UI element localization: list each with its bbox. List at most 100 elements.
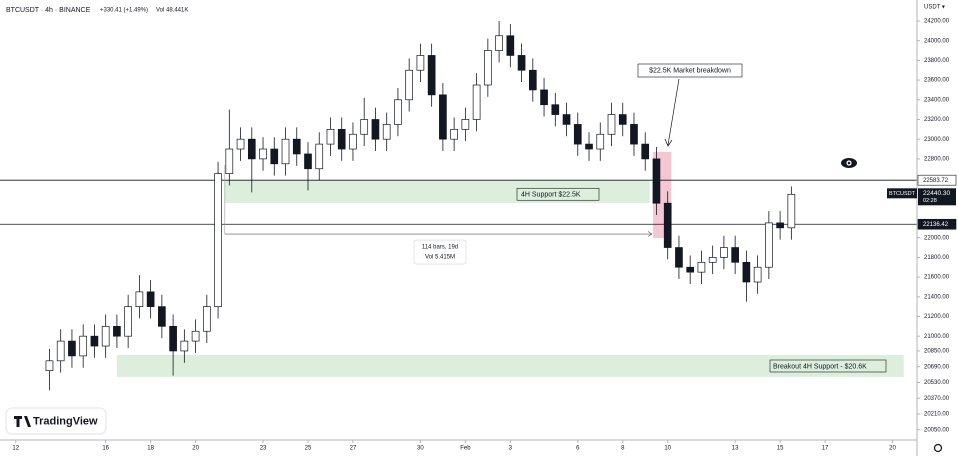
candle-body: [349, 133, 357, 150]
candle-body: [146, 291, 155, 307]
candle-body: [360, 119, 369, 135]
volume: Vol 48.441K: [156, 8, 188, 14]
candle-body: [394, 99, 402, 125]
candle-body: [630, 124, 638, 145]
x-tick-label: 13: [732, 446, 739, 452]
y-tick-label: 22000.00: [924, 235, 950, 241]
last-price-tag: [887, 188, 917, 199]
candle-body: [124, 306, 132, 337]
candle-body: [742, 261, 751, 283]
y-tick-label: 20370.00: [924, 396, 950, 402]
candle-body: [247, 138, 256, 160]
symbol-title: BTCUSDT · 4h · BINANCE: [6, 7, 91, 14]
y-tick-label: 21400.00: [924, 294, 950, 300]
candle-body: [79, 335, 88, 357]
support-zone: [116, 354, 904, 377]
y-tick-label: 20530.00: [924, 380, 950, 386]
x-tick-label: 27: [350, 446, 357, 452]
candle-body: [618, 114, 627, 125]
y-tick-label: 21000.00: [924, 334, 950, 340]
currency-menu[interactable]: USDT ▾: [924, 5, 945, 11]
candle-body: [191, 330, 200, 342]
candle-body: [573, 124, 582, 145]
zone-label: 4H Support $22.5K: [521, 192, 581, 199]
y-tick-label: 20690.00: [924, 364, 950, 370]
y-tick-label: 21600.00: [924, 275, 950, 281]
y-tick-label: 20850.00: [924, 349, 950, 355]
measure-bars: 114 bars, 19d: [422, 245, 458, 251]
candle-body: [528, 69, 537, 91]
x-tick-label: 30: [417, 446, 424, 452]
last-price-symbol: BTCUSDT: [889, 191, 916, 197]
candle-body: [135, 291, 144, 307]
x-tick-label: 10: [664, 446, 671, 452]
y-tick-label: 23600.00: [924, 78, 950, 84]
x-tick-label: 12: [12, 446, 19, 452]
candle-body: [304, 153, 312, 170]
y-tick-label: 20050.00: [924, 427, 950, 433]
candle-body: [326, 128, 335, 145]
x-tick-label: 3: [509, 446, 513, 452]
y-tick-label: 24000.00: [924, 38, 950, 44]
measure-box: [413, 239, 467, 265]
candle-body: [663, 202, 672, 248]
candle-body: [484, 50, 492, 86]
candle-body: [596, 133, 605, 150]
settings-icon[interactable]: [933, 443, 943, 453]
candle-body: [225, 148, 234, 175]
candle-body: [281, 138, 290, 165]
candle-body: [371, 119, 380, 140]
y-tick-label: 23200.00: [924, 117, 950, 123]
x-tick-label: 8: [621, 446, 625, 452]
candle-body: [551, 104, 560, 115]
y-tick-label: 23000.00: [924, 137, 950, 143]
eye-icon[interactable]: [841, 158, 857, 168]
price-line-label: 22136.42: [923, 222, 949, 228]
plot-area: 4H Support $22.5K Breakout 4H Support - $…: [0, 20, 917, 391]
callout-arrow: [664, 78, 680, 147]
brand-logo[interactable]: TradingView: [5, 407, 107, 435]
candle-body: [731, 247, 739, 263]
y-tick-label: 23400.00: [924, 97, 950, 103]
candle-body: [517, 55, 526, 71]
callout-box: [637, 63, 743, 78]
candle-body: [45, 360, 54, 372]
candle-body: [495, 35, 503, 51]
candle-body: [180, 340, 189, 352]
candle-body: [787, 193, 796, 229]
zone-label-box: [769, 359, 887, 373]
measure-arrowhead: [647, 231, 653, 237]
candle-body: [540, 89, 548, 106]
callout-text: $22.5K Market breakdown: [649, 67, 731, 74]
measure-volume: Vol 5.415M: [425, 255, 455, 261]
candle-body: [450, 128, 458, 140]
x-tick-label: 18: [147, 446, 154, 452]
candle-body: [675, 247, 683, 268]
price-line-tag: [917, 174, 957, 186]
candle-body: [270, 148, 279, 165]
x-tick-label: 23: [260, 446, 267, 452]
y-tick-label: 24200.00: [924, 19, 950, 25]
candle-body: [753, 266, 762, 283]
zone-label-box: [516, 187, 600, 201]
candle-body: [562, 114, 571, 125]
candle-body: [158, 306, 166, 327]
candle-body: [461, 119, 470, 130]
last-price-box: [918, 188, 956, 206]
price-line-label: 22583.72: [923, 178, 949, 184]
candle-body: [439, 94, 447, 140]
candle-body: [202, 306, 211, 332]
candle-body: [686, 266, 695, 273]
x-tick-label: 17: [822, 446, 829, 452]
y-tick-label: 23800.00: [924, 58, 950, 64]
candle-body: [720, 247, 728, 258]
y-tick-label: 22800.00: [924, 156, 950, 162]
price-change: +330.41 (+1.49%): [100, 8, 148, 14]
candle-body: [708, 257, 717, 263]
candle-body: [697, 261, 706, 273]
candle-body: [506, 35, 515, 56]
x-tick-label: 16: [102, 446, 109, 452]
candle-body: [101, 325, 110, 347]
y-tick-label: 21800.00: [924, 255, 950, 261]
